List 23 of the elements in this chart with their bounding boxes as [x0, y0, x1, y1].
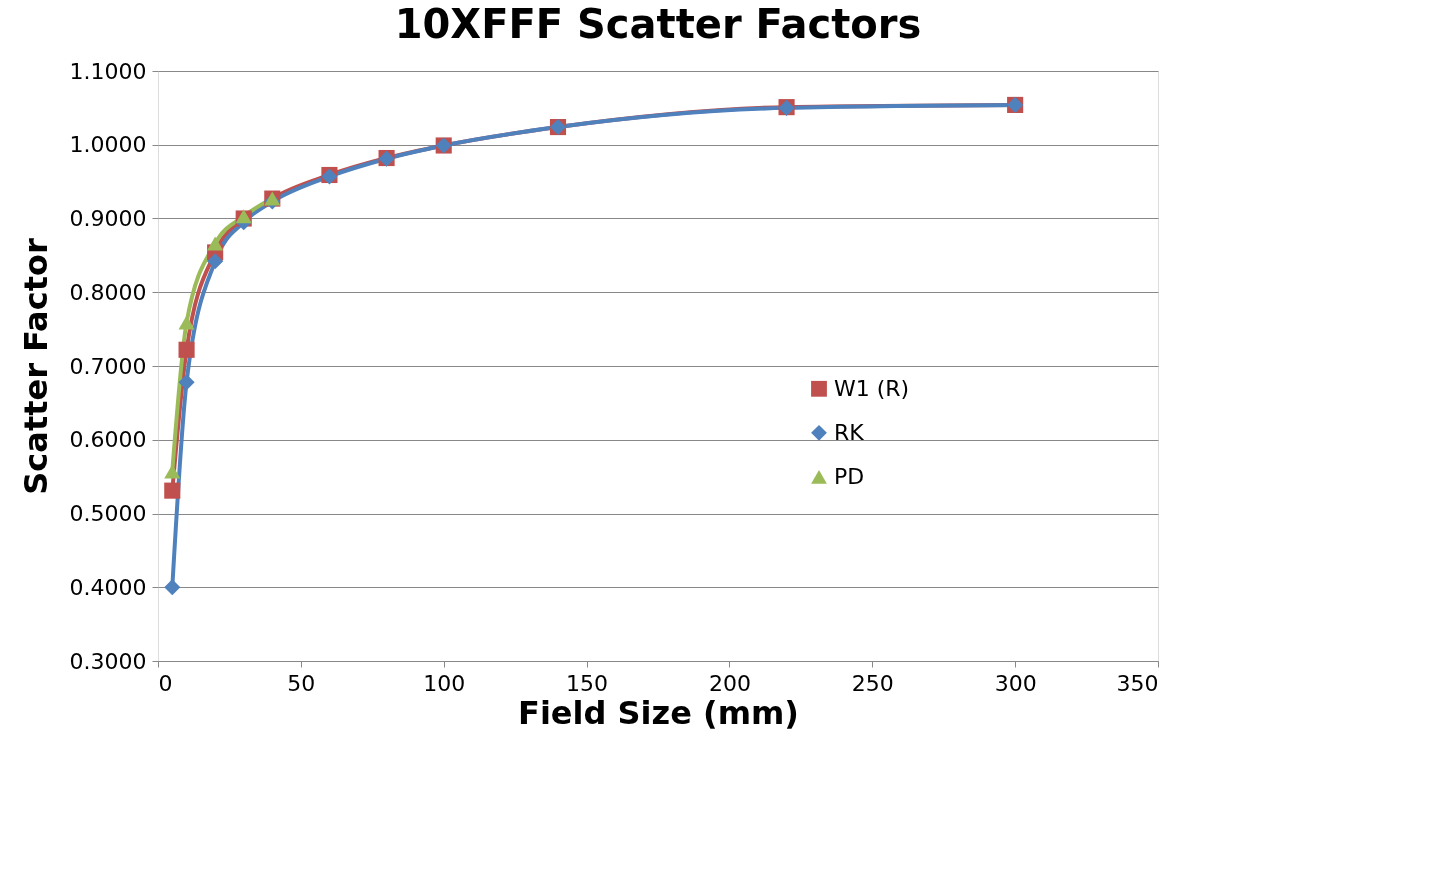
x-tick-label: 350 [1116, 670, 1159, 696]
y-tick-label: 0.3000 [69, 648, 147, 674]
y-tick-label: 0.6000 [69, 427, 147, 453]
x-tick-label: 100 [423, 670, 466, 696]
y-tick-label: 1.1000 [69, 58, 147, 84]
legend-label: W1 (R) [834, 375, 910, 401]
x-tick-label: 0 [158, 670, 173, 696]
y-tick-label: 0.9000 [69, 206, 147, 231]
x-tick-label: 50 [287, 670, 316, 696]
legend-label: RK [834, 419, 865, 445]
y-tick-label: 0.8000 [69, 279, 147, 305]
y-tick-label: 1.0000 [69, 132, 147, 158]
y-axis-title: Scatter Factor [16, 238, 55, 495]
x-axis-title: Field Size (mm) [518, 693, 799, 732]
x-tick-label: 300 [994, 670, 1037, 696]
y-tick-label: 0.5000 [69, 501, 147, 526]
chart-title: 10XFFF Scatter Factors [394, 1, 922, 47]
x-tick-label: 200 [708, 670, 751, 696]
legend-label: PD [834, 463, 865, 489]
y-tick-label: 0.4000 [69, 574, 147, 600]
y-tick-label: 0.7000 [69, 353, 147, 379]
x-tick-label: 150 [566, 670, 609, 696]
x-tick-label: 250 [851, 670, 894, 696]
